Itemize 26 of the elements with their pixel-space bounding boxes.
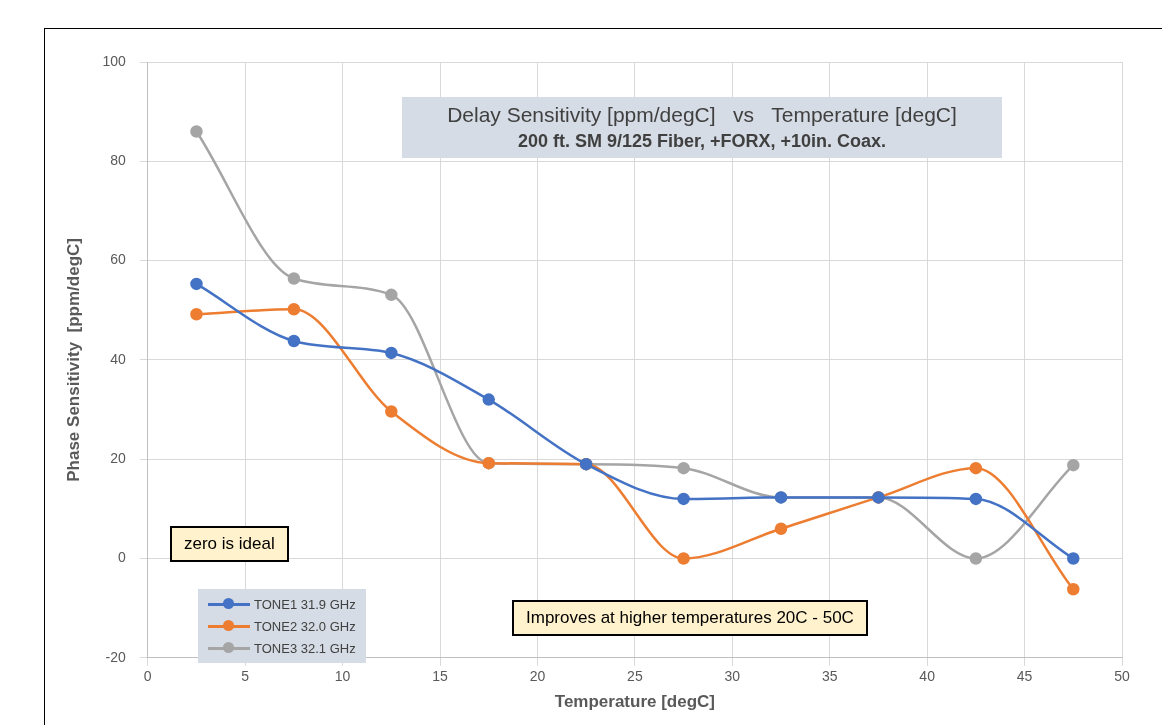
title-box: Delay Sensitivity [ppm/degC] vs Temperature [degC] 200 ft. SM 9/125 Fiber, +FORX, +10in. Coax. — [402, 97, 1002, 158]
x-tick-label: 5 — [241, 668, 250, 685]
x-tick-label: 20 — [529, 668, 546, 685]
y-axis-title: Phase Sensitivity [ppm/degC] — [63, 238, 83, 482]
annotation: Improves at higher temperatures 20C - 50C — [512, 600, 868, 636]
x-tick-label: 30 — [724, 668, 741, 685]
x-tick-label: 15 — [432, 668, 449, 685]
y-tick-label: 0 — [117, 549, 126, 566]
legend-label: TONE2 32.0 GHz — [254, 618, 356, 634]
y-tick-label: 60 — [110, 251, 126, 268]
x-tick-label: 40 — [919, 668, 936, 685]
y-tick-label: 80 — [110, 152, 126, 169]
x-tick-label: 35 — [821, 668, 838, 685]
y-tick-label: -20 — [105, 648, 126, 665]
x-tick-label: 0 — [143, 668, 152, 685]
x-tick-label: 10 — [334, 668, 351, 685]
legend-label: TONE1 31.9 GHz — [254, 596, 356, 612]
x-tick-label: 45 — [1016, 668, 1033, 685]
x-tick-label: 25 — [627, 668, 643, 685]
y-tick-label: 20 — [110, 450, 126, 467]
x-tick-label: 50 — [1114, 668, 1130, 685]
y-tick-label: 100 — [102, 52, 126, 69]
annotation: zero is ideal — [170, 526, 289, 562]
y-tick-label: 40 — [110, 350, 126, 367]
legend-label: TONE3 32.1 GHz — [254, 640, 356, 656]
x-axis-title: Temperature [degC] — [554, 692, 716, 712]
